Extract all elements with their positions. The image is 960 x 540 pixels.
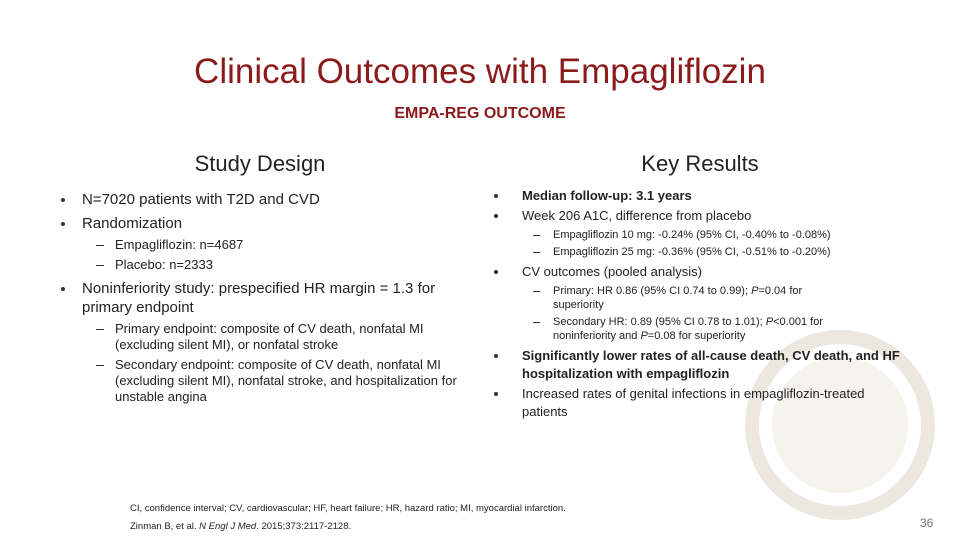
text-run: CV outcomes (pooled analysis) (522, 264, 702, 279)
text-run: Empagliflozin: n=4687 (115, 237, 244, 252)
text-run: Empagliflozin 25 mg: -0.36% (95% CI, -0.… (553, 246, 831, 258)
item-text: CV outcomes (pooled analysis) (522, 264, 702, 279)
text-run: Significantly lower rates of all-cause d… (522, 348, 900, 381)
bullet-item: Significantly lower rates of all-cause d… (490, 347, 910, 383)
item-text: Secondary endpoint: composite of CV deat… (115, 357, 457, 404)
sub-list: Primary: HR 0.86 (95% CI 0.74 to 0.99); … (490, 284, 910, 343)
item-text: Empagliflozin 10 mg: -0.24% (95% CI, -0.… (553, 229, 831, 241)
dash (96, 245, 104, 246)
bullet (61, 222, 65, 226)
dash (96, 365, 104, 366)
bullet-list: Median follow-up: 3.1 years Week 206 A1C,… (490, 185, 910, 421)
column-heading: Key Results (641, 151, 759, 176)
subtitle: EMPA-REG OUTCOME (394, 105, 566, 122)
item-text: Randomization (82, 215, 182, 232)
bullet (494, 392, 498, 396)
sub-bullet-item: Secondary HR: 0.89 (95% CI 0.78 to 1.01)… (490, 315, 853, 343)
text-run: Median follow-up: 3.1 years (522, 188, 692, 203)
bullet-item: CV outcomes (pooled analysis) (490, 263, 910, 281)
text-run: Primary endpoint: composite of CV death,… (115, 321, 424, 352)
footnote: CI, confidence interval; CV, cardiovascu… (130, 503, 566, 514)
item-text: Placebo: n=2333 (115, 257, 213, 272)
reference: Zinman B, et al. N Engl J Med. 2015;373:… (130, 521, 351, 532)
text-run: Secondary endpoint: composite of CV deat… (115, 357, 457, 404)
sub-bullet-item: Primary endpoint: composite of CV death,… (58, 321, 468, 353)
bullet (61, 198, 65, 202)
bullet (494, 194, 498, 198)
dash (96, 265, 104, 266)
text-run: Week 206 A1C, difference from placebo (522, 208, 752, 223)
text-run: : prespecified HR margin = 1.3 for prima… (82, 280, 436, 316)
dash (533, 322, 540, 323)
dash (96, 329, 104, 330)
text-run: =0.08 for superiority (647, 330, 746, 342)
bullet-item: N=7020 patients with T2D and CVD (58, 190, 468, 209)
item-text: Significantly lower rates of all-cause d… (522, 348, 900, 381)
bullet-list: N=7020 patients with T2D and CVD Randomiz… (58, 185, 468, 411)
bullet-item: Week 206 A1C, difference from placebo (490, 207, 910, 225)
sub-list: Primary endpoint: composite of CV death,… (58, 321, 468, 405)
bullet-item: Increased rates of genital infections in… (490, 385, 910, 421)
dash (533, 291, 540, 292)
text-run: =0.04 for superiority (553, 285, 803, 311)
text-run: Increased rates of genital infections in… (522, 386, 865, 419)
text-run: Empagliflozin 10 mg: -0.24% (95% CI, -0.… (553, 229, 831, 241)
item-text: Primary endpoint: composite of CV death,… (115, 321, 424, 352)
sub-list: Empagliflozin: n=4687 Placebo: n=2333 (58, 237, 468, 273)
sub-bullet-item: Placebo: n=2333 (58, 257, 468, 273)
sub-bullet-item: Primary: HR 0.86 (95% CI 0.74 to 0.99); … (490, 284, 853, 312)
column-heading: Study Design (194, 151, 326, 176)
sub-bullet-item: Empagliflozin: n=4687 (58, 237, 468, 253)
bullet (61, 287, 65, 291)
bullet-item: Randomization (58, 214, 468, 233)
text-run: P (765, 316, 774, 328)
sub-list: Empagliflozin 10 mg: -0.24% (95% CI, -0.… (490, 228, 910, 259)
text-run: N Engl J Med (199, 521, 257, 532)
text-run: Primary: HR 0.86 (95% CI 0.74 to 0.99); (553, 285, 752, 297)
text-run: Secondary HR: 0.89 (95% CI 0.78 to 1.01)… (553, 316, 766, 328)
item-text: Noninferiority study: prespecified HR ma… (82, 280, 435, 316)
sub-bullet-item: Secondary endpoint: composite of CV deat… (58, 357, 468, 405)
item-text: Secondary HR: 0.89 (95% CI 0.78 to 1.01)… (553, 316, 823, 342)
text-run: N=7020 patients with T2D and CVD (82, 191, 320, 208)
text-run: P (640, 330, 648, 342)
item-text: Empagliflozin 25 mg: -0.36% (95% CI, -0.… (553, 246, 831, 258)
item-text: Primary: HR 0.86 (95% CI 0.74 to 0.99); … (553, 285, 802, 311)
dash (533, 252, 540, 253)
text-run: Randomization (82, 215, 183, 232)
page-number: 36 (920, 516, 934, 530)
text-run: Noninferiority study (82, 280, 211, 297)
item-text: Increased rates of genital infections in… (522, 386, 865, 419)
bullet-item: Noninferiority study: prespecified HR ma… (58, 279, 468, 317)
text-run: <0.001 for noninferiority and (553, 316, 823, 342)
text-run: Placebo: n=2333 (115, 257, 213, 272)
bullet-item: Median follow-up: 3.1 years (490, 187, 910, 205)
item-text: Median follow-up: 3.1 years (522, 188, 692, 203)
item-text: Week 206 A1C, difference from placebo (522, 208, 751, 223)
dash (533, 235, 540, 236)
bullet (494, 214, 498, 218)
item-text: Empagliflozin: n=4687 (115, 237, 243, 252)
text-run: . 2015;373:2117-2128. (256, 521, 352, 532)
bullet (494, 354, 498, 358)
sub-bullet-item: Empagliflozin 10 mg: -0.24% (95% CI, -0.… (490, 228, 853, 242)
text-run: Zinman B, et al. (130, 521, 200, 532)
item-text: N=7020 patients with T2D and CVD (82, 191, 320, 208)
title: Clinical Outcomes with Empagliflozin (194, 52, 766, 91)
bullet (494, 270, 498, 274)
text-run: P (751, 285, 759, 297)
sub-bullet-item: Empagliflozin 25 mg: -0.36% (95% CI, -0.… (490, 245, 853, 259)
watermark-logo (745, 330, 935, 520)
